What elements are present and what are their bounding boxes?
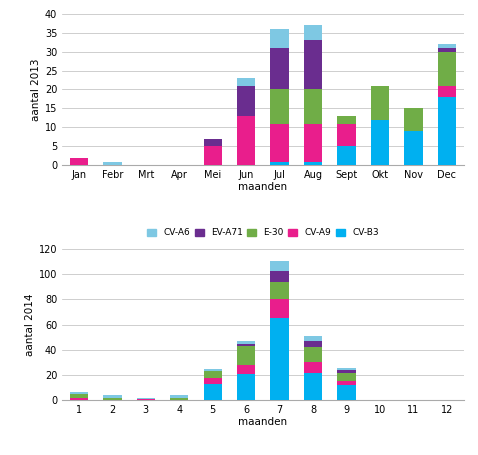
Bar [271,261,289,272]
Bar [337,147,356,165]
Bar [103,162,121,165]
Bar [438,51,456,86]
Bar [271,282,289,299]
Bar [70,398,88,400]
Bar [103,398,121,400]
Bar [304,336,322,341]
Bar [438,86,456,97]
Bar [204,378,222,384]
Bar [404,108,423,131]
Bar [271,90,289,124]
Bar [304,347,322,363]
Bar [337,116,356,124]
Bar [237,374,255,400]
Bar [170,398,188,400]
Bar [438,97,456,165]
Bar [237,78,255,86]
Bar [137,399,155,400]
Bar [404,131,423,165]
Bar [237,86,255,116]
Bar [170,395,188,398]
Bar [371,120,389,165]
Bar [304,162,322,165]
Bar [337,124,356,147]
Bar [237,116,255,165]
Bar [337,368,356,370]
Bar [237,341,255,344]
Bar [304,373,322,400]
Bar [304,25,322,40]
Bar [304,363,322,373]
Bar [438,44,456,48]
Bar [103,395,121,398]
Bar [371,86,389,120]
Bar [304,124,322,162]
Bar [70,158,88,165]
Bar [337,370,356,373]
Bar [271,48,289,90]
X-axis label: maanden: maanden [239,417,287,427]
Legend: CV-A6, EV-A71, E-30, CV-A9, CV-B3: CV-A6, EV-A71, E-30, CV-A9, CV-B3 [146,228,380,238]
X-axis label: maanden: maanden [239,182,287,192]
Bar [237,365,255,374]
Bar [271,272,289,282]
Bar [237,346,255,365]
Bar [70,392,88,394]
Bar [237,344,255,346]
Bar [70,394,88,398]
Bar [337,381,356,385]
Bar [137,398,155,399]
Bar [204,147,222,165]
Bar [271,29,289,48]
Bar [304,40,322,90]
Bar [204,139,222,147]
Bar [337,373,356,381]
Y-axis label: aantal 2013: aantal 2013 [31,58,41,121]
Bar [337,385,356,400]
Y-axis label: aantal 2014: aantal 2014 [24,293,34,356]
Bar [204,384,222,400]
Bar [204,371,222,378]
Bar [438,48,456,51]
Bar [271,299,289,318]
Bar [271,124,289,162]
Bar [271,318,289,400]
Bar [304,90,322,124]
Bar [271,162,289,165]
Bar [304,341,322,347]
Bar [204,369,222,371]
